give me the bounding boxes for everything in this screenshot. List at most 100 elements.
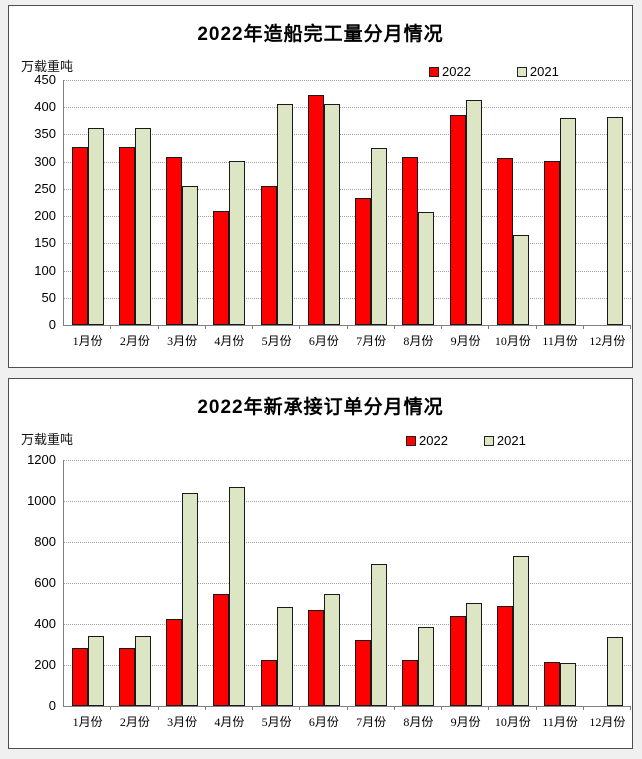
x-axis-tick-mark: [536, 325, 537, 329]
x-axis-tick-label: 6月份: [308, 715, 339, 729]
bar-2021-10月份: [513, 235, 529, 325]
x-axis-tick-mark: [441, 706, 442, 710]
x-axis-tick-mark: [205, 325, 206, 329]
legend-label-2021: 2021: [496, 433, 526, 448]
y-axis-tick-label: 600: [34, 575, 56, 590]
y-axis-tick-label: 300: [34, 153, 56, 169]
x-axis-tick-mark: [252, 325, 253, 329]
x-axis-tick-mark: [299, 706, 300, 710]
y-axis-tick-label: 100: [34, 262, 56, 278]
bar-2021-4月份: [229, 161, 245, 325]
x-axis-tick-label: 2月份: [119, 334, 150, 348]
chart-title-completion: 2022年造船完工量分月情况: [197, 24, 444, 45]
bar-2022-4月份: [213, 594, 229, 706]
legend-item-2022: 2022: [406, 433, 448, 448]
x-axis-tick-mark: [347, 325, 348, 329]
legend: 2022 2021: [406, 433, 526, 448]
bar-2021-2月份: [135, 128, 151, 325]
x-axis-tick-mark: [441, 325, 442, 329]
legend-swatch-2021-icon: [483, 435, 494, 446]
y-axis-tick-label: 0: [48, 317, 56, 332]
gridline: [64, 134, 631, 136]
x-axis-tick-label: 3月份: [167, 334, 198, 348]
bar-2022-3月份: [166, 157, 182, 325]
legend-item-2021: 2021: [483, 433, 526, 448]
y-axis-tick-label: 200: [34, 657, 56, 672]
x-axis-tick-label: 5月份: [261, 334, 292, 348]
bar-2021-7月份: [371, 148, 387, 325]
x-axis-tick-mark: [630, 325, 631, 329]
x-axis-tick-mark: [630, 706, 631, 710]
bar-2022-8月份: [402, 157, 418, 325]
x-axis-tick-mark: [394, 706, 395, 710]
legend-item-2021: 2021: [516, 64, 559, 79]
x-axis-tick-mark: [299, 325, 300, 329]
gridline: [64, 270, 631, 272]
bar-2021-9月份: [466, 603, 482, 706]
x-axis-tick-label: 5月份: [261, 715, 292, 729]
bar-2021-1月份: [88, 636, 104, 706]
y-axis-tick-label: 50: [41, 289, 56, 305]
y-axis-tick-label: 0: [48, 698, 56, 713]
x-axis-tick-mark: [394, 325, 395, 329]
gridline: [64, 216, 631, 218]
x-axis-tick-mark: [536, 706, 537, 710]
bar-2021-2月份: [135, 636, 151, 706]
bar-2021-11月份: [560, 663, 576, 706]
y-axis-tick-label: 200: [34, 208, 56, 224]
bar-2021-9月份: [466, 100, 482, 325]
x-axis-tick-mark: [488, 706, 489, 710]
x-axis-tick-mark: [110, 325, 111, 329]
legend-swatch-2022-icon: [406, 435, 416, 446]
x-axis-tick-label: 9月份: [450, 715, 481, 729]
x-axis-tick-mark: [583, 325, 584, 329]
y-axis-tick-label: 1000: [27, 493, 56, 508]
x-axis-tick-label: 1月份: [72, 715, 103, 729]
legend: 2022 2021: [429, 64, 559, 79]
gridline: [64, 80, 631, 81]
x-axis-tick-label: 10月份: [494, 334, 531, 348]
bar-2021-3月份: [182, 186, 198, 325]
x-axis-tick-mark: [158, 325, 159, 329]
bar-2021-11月份: [560, 118, 576, 325]
bar-2022-5月份: [261, 186, 277, 325]
x-axis-tick-label: 7月份: [356, 334, 387, 348]
bar-2022-10月份: [497, 158, 513, 325]
bar-2022-7月份: [355, 640, 371, 706]
bar-2021-10月份: [513, 556, 529, 706]
bar-2022-2月份: [119, 147, 135, 325]
y-axis-tick-label: 250: [34, 180, 56, 196]
x-axis-tick-label: 4月份: [214, 334, 245, 348]
y-axis-tick-label: 400: [34, 616, 56, 631]
x-axis-tick-label: 6月份: [308, 334, 339, 348]
gridline: [64, 624, 631, 625]
x-axis-tick-label: 12月份: [589, 334, 626, 348]
bar-2021-6月份: [324, 104, 340, 325]
y-axis-tick-label: 350: [34, 126, 56, 142]
completion-chart-panel: 2022年造船完工量分月情况 万载重吨 2022 2021 0 50 100 150 2…: [8, 5, 633, 368]
bar-2021-1月份: [88, 128, 104, 325]
gridline: [64, 460, 631, 461]
x-axis-tick-label: 4月份: [214, 715, 245, 729]
bar-2021-12月份: [607, 117, 623, 325]
legend-swatch-2022-icon: [429, 66, 439, 77]
bar-2022-9月份: [450, 616, 466, 706]
x-axis-tick-mark: [347, 706, 348, 710]
gridline: [64, 542, 631, 543]
y-axis-tick-label: 800: [34, 534, 56, 549]
x-axis-tick-label: 1月份: [72, 334, 103, 348]
x-axis-tick-label: 8月份: [403, 334, 434, 348]
gridline: [64, 161, 631, 163]
bar-2021-5月份: [277, 607, 293, 706]
plot-area-completion: 0 50 100 150 200 250 300 350 400 450 1月份 2月份 3月份 4月份 5…: [34, 72, 631, 348]
bar-2022-1月份: [72, 147, 88, 325]
x-axis-tick-label: 8月份: [403, 715, 434, 729]
bar-2022-10月份: [497, 606, 513, 706]
x-axis-tick-mark: [252, 706, 253, 710]
x-axis-tick-mark: [488, 325, 489, 329]
y-axis-tick-label: 450: [34, 72, 56, 87]
bar-2021-7月份: [371, 564, 387, 706]
chart-title-new-orders: 2022年新承接订单分月情况: [197, 397, 444, 418]
x-axis-tick-label: 9月份: [450, 334, 481, 348]
x-axis-tick-label: 3月份: [167, 715, 198, 729]
